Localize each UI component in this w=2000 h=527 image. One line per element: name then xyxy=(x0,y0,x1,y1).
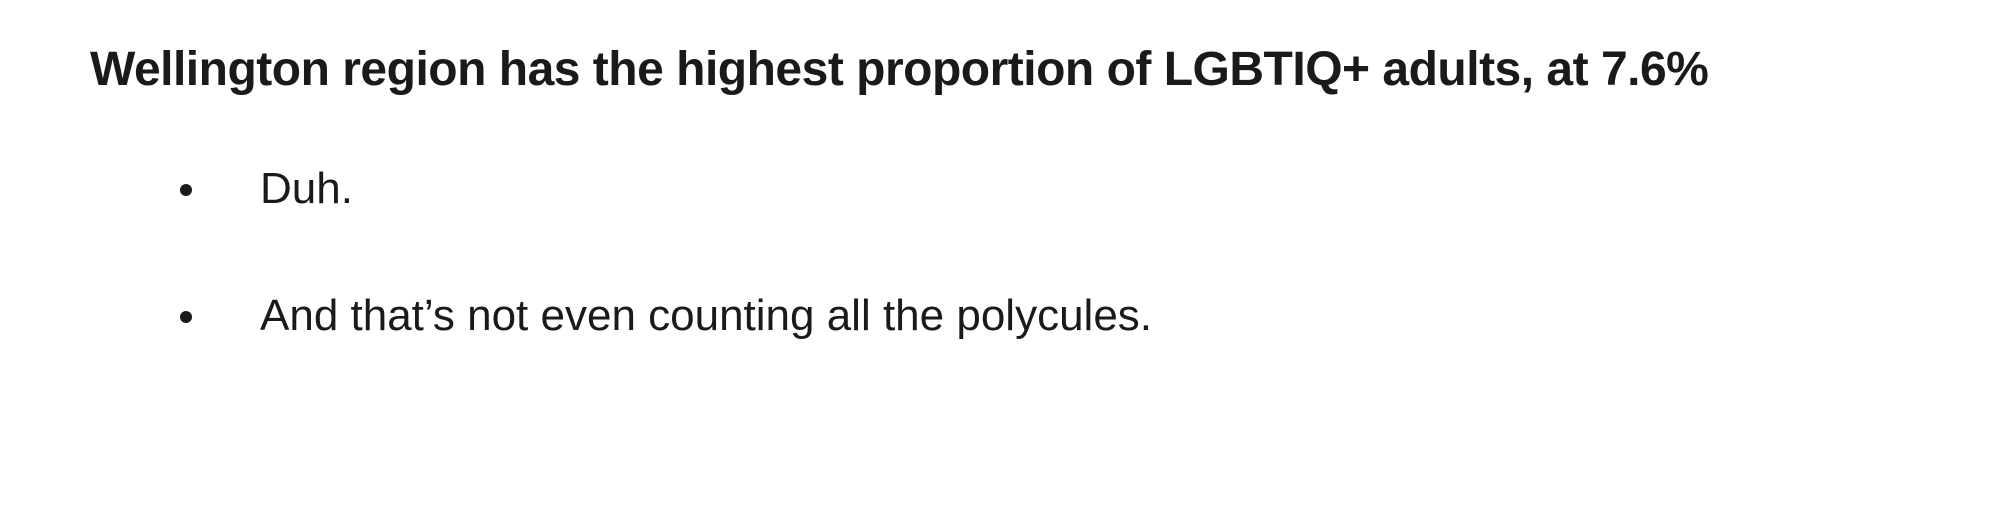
section-heading: Wellington region has the highest propor… xyxy=(90,40,1910,100)
list-item: Duh. xyxy=(180,160,1910,217)
document-page: Wellington region has the highest propor… xyxy=(0,0,2000,527)
list-item: And that’s not even counting all the pol… xyxy=(180,287,1910,344)
bullet-list: Duh. And that’s not even counting all th… xyxy=(90,160,1910,344)
